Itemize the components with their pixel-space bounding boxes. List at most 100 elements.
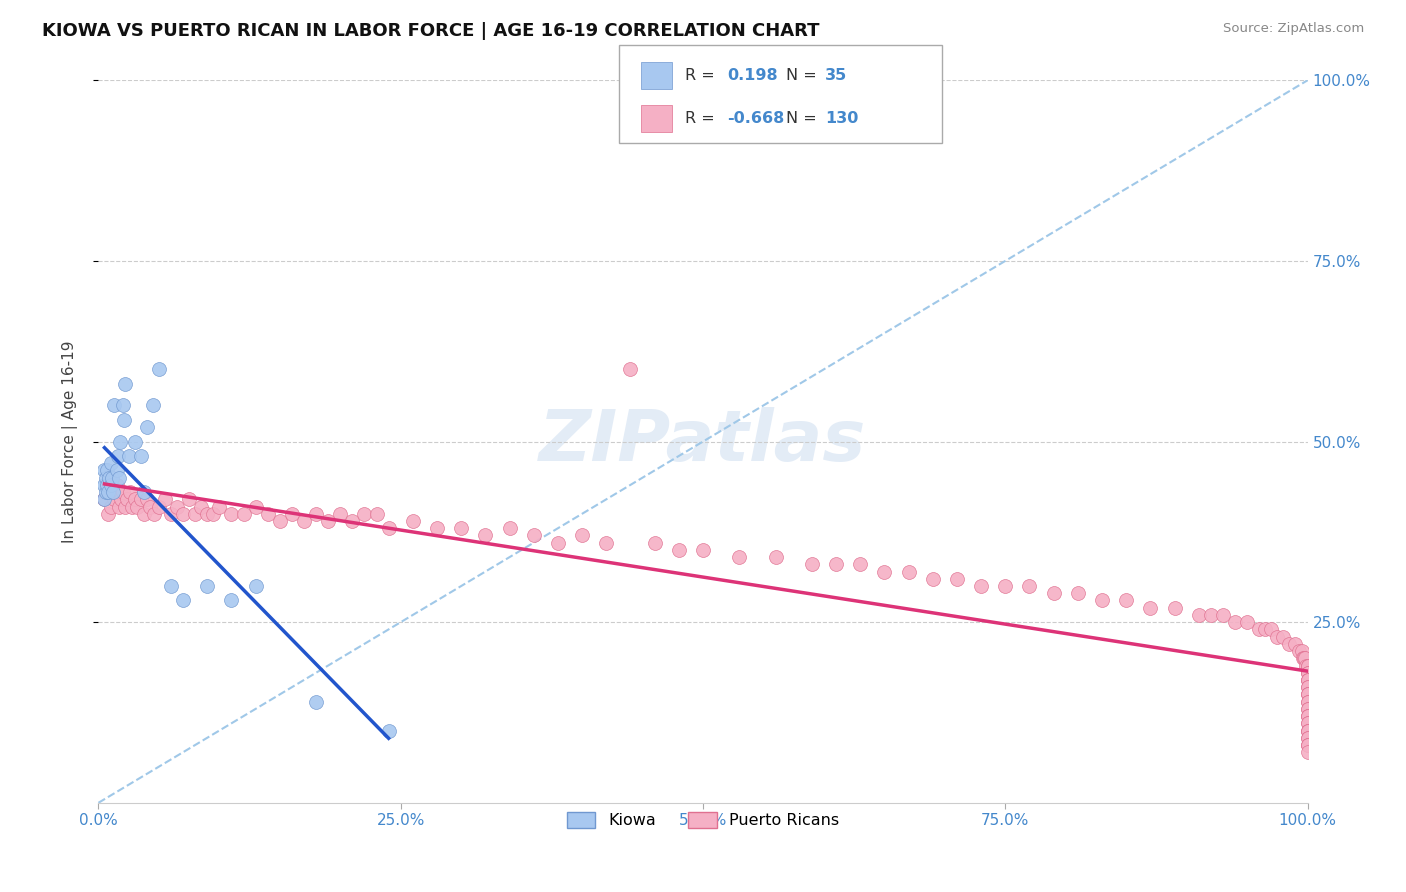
Point bbox=[98, 485, 121, 500]
Text: 0.198: 0.198 bbox=[727, 69, 778, 83]
Point bbox=[1272, 630, 1295, 644]
Point bbox=[148, 500, 170, 514]
Point bbox=[160, 507, 183, 521]
Point bbox=[1296, 658, 1319, 673]
Point bbox=[108, 485, 131, 500]
Point bbox=[190, 500, 212, 514]
Point bbox=[1296, 716, 1319, 731]
Point bbox=[96, 463, 118, 477]
Point bbox=[426, 521, 449, 535]
Point bbox=[1236, 615, 1258, 630]
Point bbox=[292, 514, 315, 528]
Point bbox=[101, 485, 124, 500]
Point bbox=[1139, 600, 1161, 615]
Point bbox=[134, 485, 156, 500]
Point bbox=[184, 507, 207, 521]
Point bbox=[825, 558, 848, 572]
Point bbox=[595, 535, 617, 549]
Point bbox=[105, 463, 128, 477]
Point bbox=[1163, 600, 1185, 615]
Point bbox=[245, 500, 267, 514]
Point bbox=[1067, 586, 1090, 600]
Point bbox=[873, 565, 896, 579]
Point bbox=[1091, 593, 1114, 607]
Point bbox=[104, 485, 127, 500]
Point bbox=[269, 514, 291, 528]
Text: R =: R = bbox=[685, 112, 714, 126]
Point bbox=[1296, 745, 1319, 759]
Point bbox=[1296, 695, 1319, 709]
Point bbox=[97, 485, 120, 500]
Point bbox=[1018, 579, 1040, 593]
Point bbox=[135, 420, 157, 434]
Point bbox=[135, 492, 157, 507]
Point bbox=[129, 492, 152, 507]
Point bbox=[1294, 651, 1316, 665]
Legend: Kiowa, Puerto Ricans: Kiowa, Puerto Ricans bbox=[560, 805, 846, 835]
Text: R =: R = bbox=[685, 69, 714, 83]
Point bbox=[1295, 658, 1317, 673]
Point bbox=[94, 470, 117, 484]
Point bbox=[1296, 673, 1319, 687]
Point bbox=[377, 723, 399, 738]
Point bbox=[103, 398, 125, 412]
Point bbox=[160, 579, 183, 593]
Point bbox=[134, 507, 156, 521]
Point bbox=[800, 558, 823, 572]
Point bbox=[93, 492, 115, 507]
Point bbox=[1296, 723, 1319, 738]
Point bbox=[93, 492, 115, 507]
Point bbox=[93, 478, 115, 492]
Point bbox=[114, 376, 136, 391]
Point bbox=[1296, 702, 1319, 716]
Point bbox=[202, 507, 225, 521]
Point bbox=[644, 535, 666, 549]
Text: N =: N = bbox=[786, 112, 817, 126]
Point bbox=[107, 449, 129, 463]
Point bbox=[179, 492, 201, 507]
Point bbox=[1296, 665, 1319, 680]
Point bbox=[111, 485, 134, 500]
Point bbox=[101, 478, 124, 492]
Point bbox=[1296, 695, 1319, 709]
Point bbox=[619, 362, 641, 376]
Point bbox=[1296, 673, 1319, 687]
Point bbox=[1296, 687, 1319, 701]
Point bbox=[849, 558, 872, 572]
Point bbox=[94, 485, 117, 500]
Point bbox=[474, 528, 496, 542]
Point bbox=[1296, 709, 1319, 723]
Point bbox=[1296, 716, 1319, 731]
Point bbox=[1260, 623, 1282, 637]
Point bbox=[108, 434, 131, 449]
Point bbox=[498, 521, 520, 535]
Y-axis label: In Labor Force | Age 16-19: In Labor Force | Age 16-19 bbox=[62, 340, 77, 543]
Point bbox=[1284, 637, 1306, 651]
Point bbox=[1296, 723, 1319, 738]
Text: 35: 35 bbox=[825, 69, 848, 83]
Point bbox=[1296, 687, 1319, 701]
Point bbox=[994, 579, 1017, 593]
Point bbox=[245, 579, 267, 593]
Point bbox=[221, 593, 243, 607]
Point bbox=[96, 478, 118, 492]
Point bbox=[1212, 607, 1234, 622]
Point bbox=[1296, 680, 1319, 694]
Point bbox=[100, 478, 122, 492]
Point bbox=[366, 507, 388, 521]
Point bbox=[100, 456, 122, 470]
Point bbox=[114, 500, 136, 514]
Point bbox=[110, 492, 132, 507]
Point bbox=[281, 507, 304, 521]
Point bbox=[153, 492, 176, 507]
Point bbox=[118, 449, 141, 463]
Text: Source: ZipAtlas.com: Source: ZipAtlas.com bbox=[1223, 22, 1364, 36]
Point bbox=[1296, 665, 1319, 680]
Point bbox=[329, 507, 352, 521]
Text: KIOWA VS PUERTO RICAN IN LABOR FORCE | AGE 16-19 CORRELATION CHART: KIOWA VS PUERTO RICAN IN LABOR FORCE | A… bbox=[42, 22, 820, 40]
Point bbox=[107, 485, 129, 500]
Text: -0.668: -0.668 bbox=[727, 112, 785, 126]
Point bbox=[728, 550, 751, 565]
Point bbox=[1223, 615, 1246, 630]
Point bbox=[1296, 673, 1319, 687]
